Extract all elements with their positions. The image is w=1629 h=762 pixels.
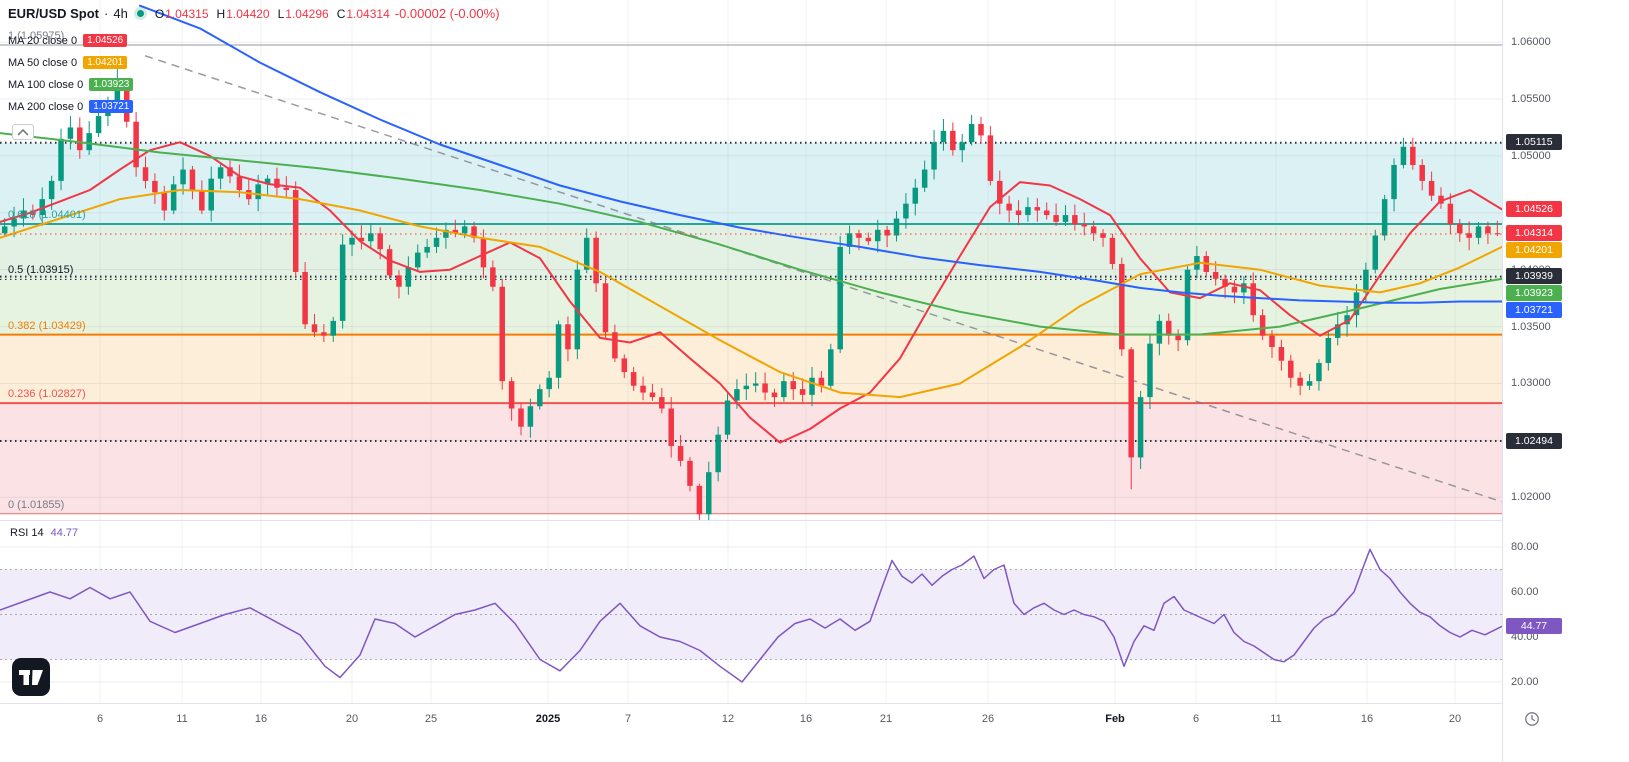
main-price-pane[interactable] xyxy=(0,0,1502,520)
rsi-pane[interactable] xyxy=(0,520,1502,703)
levels-layer xyxy=(0,44,1502,515)
fib-level-label: 0.236 (1.02827) xyxy=(8,388,86,401)
price-tick-label: 1.05500 xyxy=(1511,92,1551,105)
price-badge: 1.03721 xyxy=(1506,302,1562,319)
rsi-legend[interactable]: RSI 14 44.77 xyxy=(10,527,78,539)
ohlc-values: O1.04315 H1.04420 L1.04296 C1.04314 xyxy=(155,7,390,21)
price-tick-label: 1.03000 xyxy=(1511,377,1551,390)
price-badge: 1.05115 xyxy=(1506,134,1562,151)
price-tick-label: 1.02000 xyxy=(1511,491,1551,504)
tradingview-logo-icon xyxy=(12,658,50,696)
fib-level-label: 0.382 (1.03429) xyxy=(8,319,86,332)
fib-level-label: 0.618 (1.04401) xyxy=(8,209,86,222)
rsi-tick-label: 20.00 xyxy=(1511,676,1539,688)
price-tick-label: 1.06000 xyxy=(1511,36,1551,49)
time-label: 7 xyxy=(624,713,632,725)
legend-separator: · xyxy=(104,6,109,21)
time-label: 21 xyxy=(879,713,893,725)
indicator-row-ma-100-close-0[interactable]: MA 100 close 0 1.03923 xyxy=(8,78,134,91)
price-badge: 1.03923 xyxy=(1506,285,1562,302)
time-label: 25 xyxy=(424,713,438,725)
ma-200-line xyxy=(139,4,1502,304)
price-badge: 1.02494 xyxy=(1506,432,1562,449)
price-badge: 1.04314 xyxy=(1506,225,1562,242)
interval-label[interactable]: 4h xyxy=(113,6,128,21)
time-label: 20 xyxy=(345,713,359,725)
indicator-row-ma-50-close-0[interactable]: MA 50 close 0 1.04201 xyxy=(8,56,128,69)
indicator-label: MA 200 close 0 xyxy=(8,100,84,113)
rsi-line-layer xyxy=(0,548,1502,683)
trendline-layer xyxy=(144,55,1502,503)
chart-legend: EUR/USD Spot · 4h O1.04315 H1.04420 L1.042… xyxy=(8,6,500,21)
fib-level-label: 1 (1.05975) xyxy=(8,29,65,42)
indicator-value-badge: 1.04201 xyxy=(83,56,128,69)
rsi-value: 44.77 xyxy=(50,527,79,539)
fib-level-label: 0 (1.01855) xyxy=(8,498,65,511)
indicator-label: MA 100 close 0 xyxy=(8,78,84,91)
ohlc-l: L1.04296 xyxy=(277,6,329,21)
price-tick-label: 1.05000 xyxy=(1511,149,1551,162)
ohlc-o: O1.04315 xyxy=(154,6,209,21)
clock-icon[interactable] xyxy=(1524,711,1540,732)
time-axis[interactable]: 6 11 16 20 25 2025 7 12 16 21 26 Feb 6 11 16 20 xyxy=(0,703,1629,762)
time-label: 6 xyxy=(1192,713,1200,725)
time-label: 12 xyxy=(721,713,735,725)
ma-100-line xyxy=(0,132,1502,336)
fib-bands-layer xyxy=(0,142,1502,514)
price-badge: 1.03939 xyxy=(1506,268,1562,285)
rsi-tick-label: 80.00 xyxy=(1511,541,1539,553)
collapse-chevron-button[interactable] xyxy=(12,124,34,140)
rsi-tick-label: 60.00 xyxy=(1511,586,1539,598)
time-label: 2025 xyxy=(535,713,561,725)
time-label: 20 xyxy=(1448,713,1462,725)
price-axis[interactable]: 1.060001.055001.050001.045001.040001.035… xyxy=(1502,0,1629,762)
indicator-value-badge: 1.03721 xyxy=(89,100,134,113)
change-label: -0.00002 (-0.00%) xyxy=(394,6,500,21)
tradingview-logo[interactable] xyxy=(12,658,50,701)
rsi-label: RSI 14 xyxy=(10,527,44,539)
time-label: 26 xyxy=(981,713,995,725)
symbol-title[interactable]: EUR/USD Spot xyxy=(8,6,99,21)
clock-icon-glyph xyxy=(1525,712,1539,726)
indicator-row-ma-20-close-0[interactable]: MA 20 close 0 1.04526 xyxy=(8,34,128,47)
time-label: 16 xyxy=(254,713,268,725)
indicator-label: MA 20 close 0 xyxy=(8,34,78,47)
time-label: 6 xyxy=(96,713,104,725)
rsi-tick-label: 40.00 xyxy=(1511,631,1539,643)
indicator-row-ma-200-close-0[interactable]: MA 200 close 0 1.03721 xyxy=(8,100,134,113)
price-badge: 1.04201 xyxy=(1506,242,1562,259)
market-status-icon[interactable] xyxy=(136,10,144,17)
ma-50-line xyxy=(0,189,1502,399)
time-label: Feb xyxy=(1105,713,1125,725)
price-tick-label: 1.03500 xyxy=(1511,320,1551,333)
ohlc-c: C1.04314 xyxy=(336,6,390,21)
ohlc-h: H1.04420 xyxy=(216,6,270,21)
time-label: 11 xyxy=(176,713,188,725)
fib-level-label: 0.5 (1.03915) xyxy=(8,264,74,277)
rsi-value-badge: 44.77 xyxy=(1506,617,1562,634)
indicator-value-badge: 1.04526 xyxy=(83,34,128,47)
indicator-label: MA 50 close 0 xyxy=(8,56,78,69)
time-label: 16 xyxy=(1360,713,1374,725)
chevron-up-icon xyxy=(17,128,29,136)
pane-divider[interactable] xyxy=(0,520,1629,521)
indicator-value-badge: 1.03923 xyxy=(89,78,134,91)
ma-20-line xyxy=(0,141,1502,444)
pane-divider xyxy=(0,703,1629,704)
time-label: 11 xyxy=(1270,713,1282,725)
time-label: 16 xyxy=(799,713,813,725)
price-badge: 1.04526 xyxy=(1506,201,1562,218)
